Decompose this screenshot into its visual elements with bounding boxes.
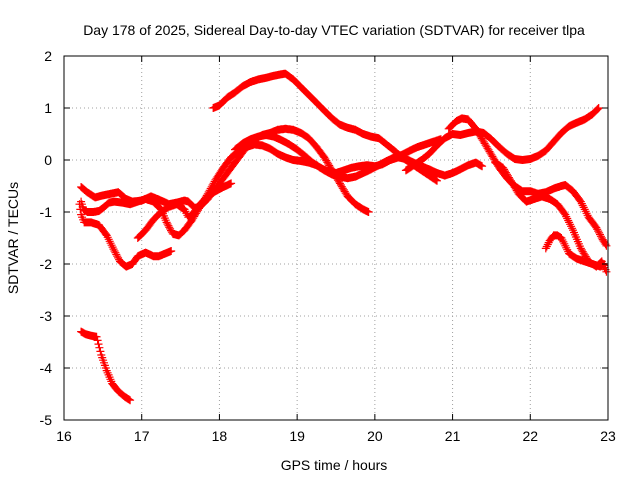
grid-layer [64, 56, 608, 420]
series-track-k [541, 231, 609, 271]
y-tick-label: 1 [44, 100, 52, 116]
series-track-g [231, 131, 487, 180]
data-point-markers [231, 131, 487, 180]
y-tick-label: -3 [40, 308, 53, 324]
x-tick-label: 17 [134, 428, 150, 444]
tick-layer [63, 55, 609, 421]
tick-label-layer: 16 17 18 19 20 21 22 23 -5 -4 -3 -2 -1 0 1 2 [40, 48, 616, 444]
x-tick-label: 19 [289, 428, 305, 444]
plot-frame [63, 55, 609, 421]
y-tick-label: -4 [40, 360, 53, 376]
series-track-e [133, 179, 236, 242]
data-layer [75, 69, 611, 405]
y-tick-label: -2 [40, 256, 53, 272]
data-point-markers [401, 104, 603, 175]
y-tick-label: 0 [44, 152, 52, 168]
x-tick-label: 18 [212, 428, 228, 444]
data-point-markers [133, 179, 236, 242]
y-axis-title: SDTVAR / TECUs [5, 182, 21, 294]
y-tick-label: -1 [40, 204, 53, 220]
chart-title: Day 178 of 2025, Sidereal Day-to-day VTE… [83, 22, 585, 38]
x-tick-label: 21 [445, 428, 461, 444]
x-axis-title: GPS time / hours [281, 457, 388, 473]
y-tick-label: -5 [40, 412, 53, 428]
data-point-markers [541, 231, 609, 271]
x-tick-label: 20 [367, 428, 383, 444]
series-track-h [401, 104, 603, 175]
y-tick-label: 2 [44, 48, 52, 64]
x-tick-label: 23 [600, 428, 616, 444]
x-tick-label: 22 [522, 428, 538, 444]
data-point-markers [77, 327, 135, 405]
series-track-a [77, 327, 135, 405]
x-tick-label: 16 [56, 428, 72, 444]
